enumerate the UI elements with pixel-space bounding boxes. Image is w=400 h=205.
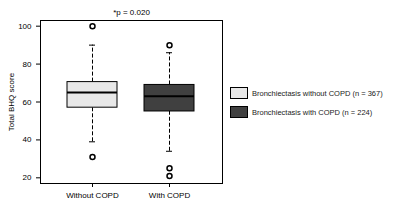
svg-text:20: 20 [23, 173, 32, 182]
html-text:Bronchiectasis without COPD (n: Bronchiectasis without COPD (n = 367) [252, 88, 383, 98]
svg-text:Without COPD: Without COPD [66, 191, 119, 200]
svg-text:60: 60 [23, 98, 32, 107]
svg-text:40: 40 [23, 135, 32, 144]
svg-text:Total BHQ score: Total BHQ score [7, 72, 16, 131]
svg-text:With COPD: With COPD [149, 191, 191, 200]
svg-text:100: 100 [18, 22, 32, 31]
svg-text:*p = 0.020: *p = 0.020 [113, 8, 150, 17]
svg-text:80: 80 [23, 60, 32, 69]
html-text:Bronchiectasis with COPD (n =: Bronchiectasis with COPD (n = 224) [252, 107, 373, 117]
